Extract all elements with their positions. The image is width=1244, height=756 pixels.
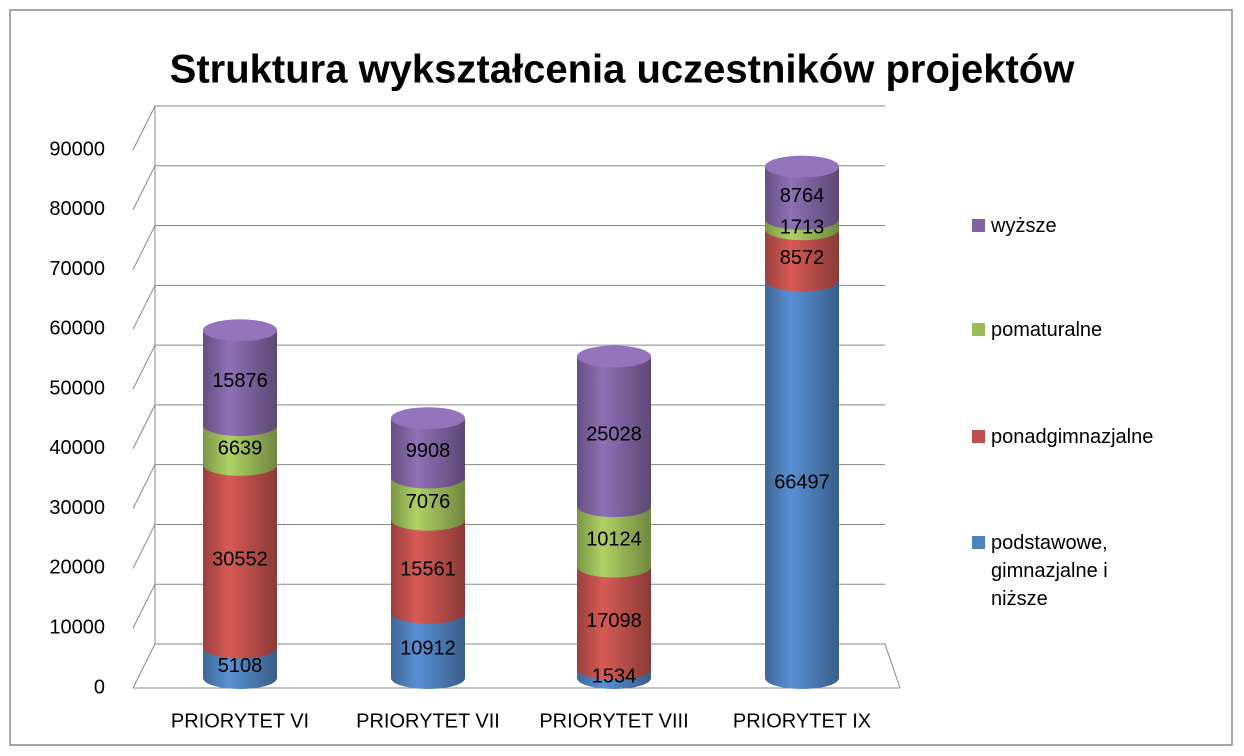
bar-segment (203, 647, 277, 689)
grid-line (132, 105, 885, 151)
y-tick-label: 30000 (49, 497, 105, 519)
legend-swatch (972, 430, 985, 443)
y-tick-label: 0 (94, 676, 105, 698)
bar-segment (203, 464, 277, 659)
legend-label: wyższe (991, 215, 1057, 237)
data-label: 25028 (586, 424, 642, 446)
data-label: 7076 (406, 491, 451, 513)
grid-line (132, 284, 885, 330)
y-tick-label: 60000 (49, 318, 105, 340)
data-label: 1713 (780, 216, 825, 238)
legend-item: podstawowe, gimnazjalne i niższe (972, 529, 1119, 613)
data-label: 30552 (212, 548, 268, 570)
x-tick-label: PRIORYTET VII (356, 710, 500, 732)
legend-swatch (972, 323, 985, 336)
legend-swatch (972, 536, 985, 549)
bar-segment (391, 612, 465, 689)
y-tick-label: 10000 (49, 617, 105, 639)
grid-line (132, 344, 885, 390)
y-tick-label: 70000 (49, 258, 105, 280)
data-label: 8572 (780, 247, 825, 269)
chart-title: Struktura wykształcenia uczestników proj… (170, 48, 1076, 92)
legend-label: pomaturalne (991, 319, 1103, 341)
data-label: 10912 (400, 638, 456, 660)
bar-segment (391, 477, 465, 531)
data-label: 15561 (400, 559, 456, 581)
y-tick-label: 40000 (49, 437, 105, 459)
grid-line (132, 165, 885, 211)
bar-top (391, 407, 465, 430)
legend-label: ponadgimnazjalne (991, 426, 1154, 448)
bar-segment (577, 356, 651, 518)
bar-segment (391, 519, 465, 624)
y-tick-label: 50000 (49, 377, 105, 399)
data-label: 5108 (218, 655, 263, 677)
bar-segment (203, 425, 277, 476)
y-tick-label: 80000 (49, 198, 105, 220)
data-label: 66497 (774, 472, 830, 494)
y-tick-label: 90000 (49, 138, 105, 160)
bar-segment (577, 566, 651, 680)
x-tick-label: PRIORYTET VI (171, 710, 309, 732)
data-label: 10124 (586, 529, 642, 551)
bar-segment (203, 330, 277, 437)
bar-segment (765, 166, 839, 231)
bar-top (577, 345, 651, 368)
data-label: 1534 (592, 666, 637, 688)
x-tick-label: PRIORYTET VIII (539, 710, 688, 732)
data-label: 17098 (586, 610, 642, 632)
bar-segment (391, 418, 465, 489)
data-label: 15876 (212, 370, 268, 392)
bar-segment (765, 229, 839, 292)
bar-top (765, 155, 839, 178)
data-label: 9908 (406, 440, 451, 462)
grid-line (132, 225, 885, 270)
legend-label: podstawowe, gimnazjalne i niższe (991, 532, 1108, 610)
legend-item: pomaturalne (972, 316, 1141, 344)
x-tick-label: PRIORYTET IX (733, 710, 871, 732)
bar-segment (577, 506, 651, 578)
legend-item: ponadgimnazjalne (972, 423, 1154, 451)
bar-top (203, 319, 277, 342)
bar-segment (765, 280, 839, 689)
data-label: 6639 (218, 437, 263, 459)
y-tick-label: 20000 (49, 557, 105, 579)
legend-item: wyższe (972, 212, 1141, 240)
legend-swatch (972, 219, 985, 232)
data-label: 8764 (780, 185, 825, 207)
